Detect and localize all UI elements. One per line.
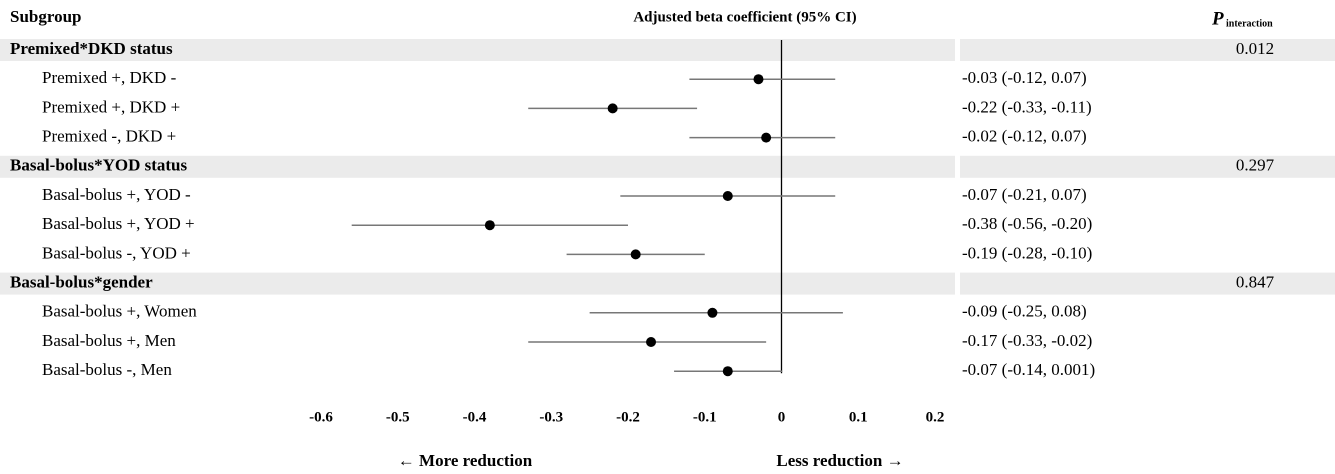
row-label: Premixed -, DKD + xyxy=(42,127,176,146)
group-band xyxy=(960,39,1335,61)
row-label: Basal-bolus -, Men xyxy=(42,360,172,379)
estimate-dot xyxy=(646,337,657,347)
row-label: Premixed +, DKD - xyxy=(42,68,177,87)
ci-label: -0.38 (-0.56, -0.20) xyxy=(962,214,1092,233)
ci-label: -0.17 (-0.33, -0.02) xyxy=(962,331,1092,350)
ci-label: -0.07 (-0.21, 0.07) xyxy=(962,185,1087,204)
estimate-dot xyxy=(607,103,618,114)
estimate-dot xyxy=(722,191,733,201)
ci-label: -0.03 (-0.12, 0.07) xyxy=(962,68,1087,87)
p-header-sub: interaction xyxy=(1226,18,1273,29)
x-tick-label: -0.3 xyxy=(539,409,563,425)
group-band xyxy=(960,155,1335,178)
chart-title: Adjusted beta coefficient (95% CI) xyxy=(633,9,856,25)
group-label: Premixed*DKD status xyxy=(10,39,173,58)
p-value: 0.012 xyxy=(1236,39,1274,58)
x-label-right: Less reduction → xyxy=(776,451,903,470)
x-label-left: ← More reduction xyxy=(398,451,533,470)
group-band xyxy=(0,272,955,295)
row-label: Premixed +, DKD + xyxy=(42,97,180,116)
group-band xyxy=(0,39,955,61)
x-tick-label: 0.1 xyxy=(849,409,868,425)
row-label: Basal-bolus -, YOD + xyxy=(42,243,191,262)
ci-label: -0.07 (-0.14, 0.001) xyxy=(962,360,1095,379)
x-tick-label: -0.1 xyxy=(693,409,717,425)
x-tick-label: 0 xyxy=(778,409,786,425)
group-band xyxy=(960,272,1335,295)
group-band xyxy=(0,155,955,178)
p-value: 0.847 xyxy=(1236,273,1275,292)
estimate-dot xyxy=(761,132,772,143)
estimate-dot xyxy=(484,220,495,231)
p-value: 0.297 xyxy=(1236,156,1275,175)
subgroup-header: Subgroup xyxy=(10,7,82,26)
p-header: P xyxy=(1211,8,1224,29)
ci-label: -0.02 (-0.12, 0.07) xyxy=(962,127,1087,146)
x-tick-label: -0.6 xyxy=(309,409,333,425)
row-label: Basal-bolus +, YOD + xyxy=(42,214,195,233)
row-label: Basal-bolus +, Women xyxy=(42,302,197,321)
group-label: Basal-bolus*gender xyxy=(10,273,153,292)
x-tick-label: -0.5 xyxy=(386,409,410,425)
row-label: Basal-bolus +, Men xyxy=(42,331,176,350)
estimate-dot xyxy=(753,74,764,85)
estimate-dot xyxy=(722,366,733,377)
group-label: Basal-bolus*YOD status xyxy=(10,156,188,175)
estimate-dot xyxy=(630,249,641,260)
ci-label: -0.09 (-0.25, 0.08) xyxy=(962,302,1087,321)
estimate-dot xyxy=(707,307,718,318)
ci-label: -0.19 (-0.28, -0.10) xyxy=(962,243,1092,262)
x-tick-label: -0.2 xyxy=(616,409,640,425)
row-label: Basal-bolus +, YOD - xyxy=(42,185,191,204)
x-tick-label: -0.4 xyxy=(463,409,487,425)
ci-label: -0.22 (-0.33, -0.11) xyxy=(962,97,1092,116)
x-tick-label: 0.2 xyxy=(926,409,945,425)
